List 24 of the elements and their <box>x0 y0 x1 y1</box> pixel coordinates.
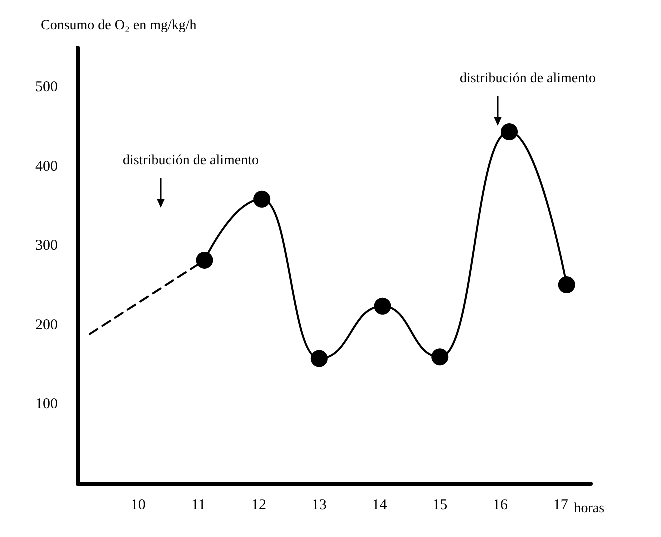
y-tick-label: 200 <box>36 317 58 334</box>
point <box>196 252 214 269</box>
x-tick-label: 11 <box>191 498 206 514</box>
x-tick-label: 12 <box>252 498 267 514</box>
point <box>501 124 518 141</box>
annotation: distribución de alimento <box>460 72 596 86</box>
point <box>374 298 392 315</box>
point <box>310 350 328 368</box>
x-axis-title: horas <box>574 502 605 516</box>
y-tick-label: 100 <box>36 396 58 413</box>
x-tick-label: 15 <box>432 498 448 514</box>
point <box>432 348 449 366</box>
x-tick-label: 17 <box>553 498 569 514</box>
y-tick-label: 300 <box>36 238 58 254</box>
x-tick-label: 10 <box>130 498 146 514</box>
y-tick-label: 400 <box>36 158 58 175</box>
y-tick-label: 500 <box>36 80 58 96</box>
y-axis-title: Consumo de O₂ en mg/kg/h <box>41 18 197 34</box>
x-tick-label: 13 <box>312 498 327 514</box>
x-tick-label: 16 <box>492 498 508 514</box>
point <box>254 190 271 208</box>
annotation: distribución de alimento <box>122 154 260 168</box>
point <box>558 276 576 294</box>
x-tick-label: 14 <box>372 498 388 514</box>
